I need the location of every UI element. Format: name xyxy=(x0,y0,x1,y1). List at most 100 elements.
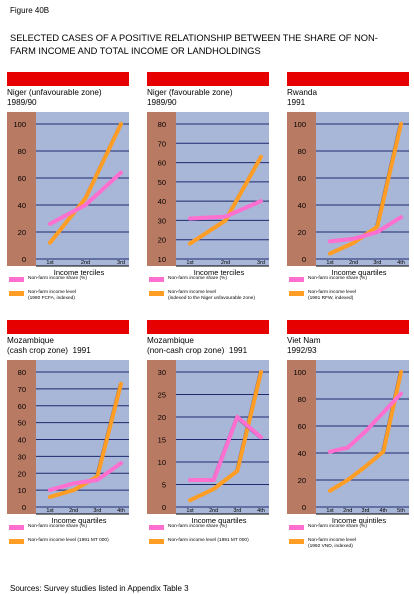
legend-swatch xyxy=(289,539,304,544)
y-tick-label: 60 xyxy=(158,159,166,168)
y-tick-label: 60 xyxy=(18,174,26,183)
x-tick-label: 1st xyxy=(186,508,194,514)
y-tick-label: 60 xyxy=(298,174,306,183)
x-tick-label: 3rd xyxy=(233,508,241,514)
chart-panel: Niger (favourable zone) 1989/90 10 20 30 40 5… xyxy=(147,72,269,303)
legend-label: Non-farm income level (1991 RFW, indexed… xyxy=(308,290,356,301)
legend-swatch xyxy=(9,277,24,282)
x-tick-label: 1st xyxy=(46,260,54,266)
x-tick-label: 4th xyxy=(257,508,265,514)
plot-background xyxy=(176,360,269,514)
chart-panel: Mozambique (cash crop zone) 1991 0 10 20 30 4… xyxy=(7,320,129,551)
y-tick-label: 70 xyxy=(158,139,166,148)
y-tick-label: 40 xyxy=(298,449,306,458)
chart-panel: Viet Nam 1992/93 0 20 40 60 80 100 1st 2nd 3rd 4th… xyxy=(287,320,409,551)
x-tick-label: 3rd xyxy=(373,260,381,266)
legend-label: Non-farm income level (1992 VND, indexed… xyxy=(308,538,356,549)
legend-swatch xyxy=(9,525,24,530)
header-bar xyxy=(147,72,269,86)
y-tick-label: 20 xyxy=(158,413,166,422)
legend-label: Non-farm income level (1991 MT 000) xyxy=(28,538,109,543)
chart-panel: Mozambique (non-cash crop zone) 1991 0 5 10… xyxy=(147,320,269,551)
y-tick-label: 0 xyxy=(302,255,306,264)
y-tick-label: 0 xyxy=(302,503,306,512)
y-tick-label: 80 xyxy=(298,395,306,404)
chart-panel: Niger (unfavourable zone) 1989/90 0 20 40 60… xyxy=(7,72,129,303)
legend-label: Non-farm income level (indexed to the Ni… xyxy=(168,290,255,301)
header-bar xyxy=(7,72,129,86)
y-tick-label: 10 xyxy=(158,255,166,264)
chart-title: Mozambique (non-cash crop zone) 1991 xyxy=(147,336,248,355)
x-tick-label: 4th xyxy=(379,508,387,514)
y-tick-label: 20 xyxy=(298,476,306,485)
x-tick-label: 2nd xyxy=(343,508,352,514)
y-tick-label: 60 xyxy=(298,422,306,431)
x-tick-label: 2nd xyxy=(209,508,218,514)
x-tick-label: 2nd xyxy=(349,260,358,266)
y-tick-label: 80 xyxy=(18,147,26,156)
legend-label: Non-farm income share (%) xyxy=(308,524,367,529)
legend-label: Non-farm income share (%) xyxy=(308,276,367,281)
figure-label: Figure 40B xyxy=(10,6,50,15)
y-tick-label: 50 xyxy=(18,419,26,428)
legend-label: Non-farm income level (1990 FCFA, indexe… xyxy=(28,290,76,301)
y-axis-band xyxy=(7,360,36,514)
x-axis-title: Income quartiles xyxy=(191,516,247,525)
legend-swatch xyxy=(149,539,164,544)
chart-title: Mozambique (cash crop zone) 1991 xyxy=(7,336,91,355)
x-tick-label: 1st xyxy=(186,260,194,266)
level-series-line xyxy=(188,370,263,503)
chart-panel: Rwanda 1991 0 20 40 60 80 100 1st 2nd 3rd 4th Incom… xyxy=(287,72,409,303)
y-tick-label: 50 xyxy=(158,178,166,187)
y-tick-label: 30 xyxy=(158,368,166,377)
y-axis-band xyxy=(147,360,176,514)
legend-label: Non-farm income share (%) xyxy=(28,276,87,281)
x-tick-label: 1st xyxy=(326,260,334,266)
legend-label: Non-farm income share (%) xyxy=(168,524,227,529)
chart-title: Viet Nam 1992/93 xyxy=(287,336,321,355)
y-tick-label: 40 xyxy=(18,436,26,445)
share-series-line xyxy=(328,215,403,244)
y-tick-label: 80 xyxy=(298,147,306,156)
y-tick-label: 100 xyxy=(293,368,306,377)
header-bar xyxy=(7,320,129,334)
y-tick-label: 0 xyxy=(22,503,26,512)
y-tick-label: 30 xyxy=(158,216,166,225)
y-tick-label: 30 xyxy=(18,452,26,461)
x-tick-label: 4th xyxy=(117,508,125,514)
y-tick-label: 80 xyxy=(158,120,166,129)
y-tick-label: 40 xyxy=(18,201,26,210)
legend-swatch xyxy=(9,291,24,296)
x-tick-label: 3rd xyxy=(93,508,101,514)
y-axis-band xyxy=(287,360,316,514)
legend-swatch xyxy=(149,525,164,530)
legend-label: Non-farm income share (%) xyxy=(168,276,227,281)
y-axis-band xyxy=(7,112,36,266)
y-tick-label: 100 xyxy=(13,120,26,129)
y-tick-label: 0 xyxy=(162,503,166,512)
legend-swatch xyxy=(9,539,24,544)
x-tick-label: 5th xyxy=(397,508,405,514)
legend-label: Non-farm income share (%) xyxy=(28,524,87,529)
plot-area: 0 20 40 60 80 100 1st 2nd 3rd 4th 5th xyxy=(287,360,409,515)
header-bar xyxy=(287,72,409,86)
y-tick-label: 20 xyxy=(158,236,166,245)
x-tick-label: 4th xyxy=(397,260,405,266)
y-tick-label: 0 xyxy=(22,255,26,264)
sources-note: Sources: Survey studies listed in Append… xyxy=(10,584,189,593)
x-tick-label: 1st xyxy=(326,508,334,514)
y-tick-label: 100 xyxy=(293,120,306,129)
chart-title: Niger (favourable zone) 1989/90 xyxy=(147,88,233,107)
y-tick-label: 20 xyxy=(18,469,26,478)
x-tick-label: 2nd xyxy=(69,508,78,514)
y-tick-label: 5 xyxy=(162,481,166,490)
y-tick-label: 80 xyxy=(18,368,26,377)
legend-label: Non-farm income level (1991 MT 000) xyxy=(168,538,249,543)
plot-area: 0 10 20 30 40 50 60 70 80 1st 2nd 3rd 4th xyxy=(7,360,129,515)
header-bar xyxy=(287,320,409,334)
x-tick-label: 2nd xyxy=(221,260,230,266)
share-series-line xyxy=(188,415,263,482)
y-tick-label: 25 xyxy=(158,391,166,400)
x-axis-title: Income terciles xyxy=(53,268,105,277)
x-axis-title: Income quintiles xyxy=(331,516,387,525)
